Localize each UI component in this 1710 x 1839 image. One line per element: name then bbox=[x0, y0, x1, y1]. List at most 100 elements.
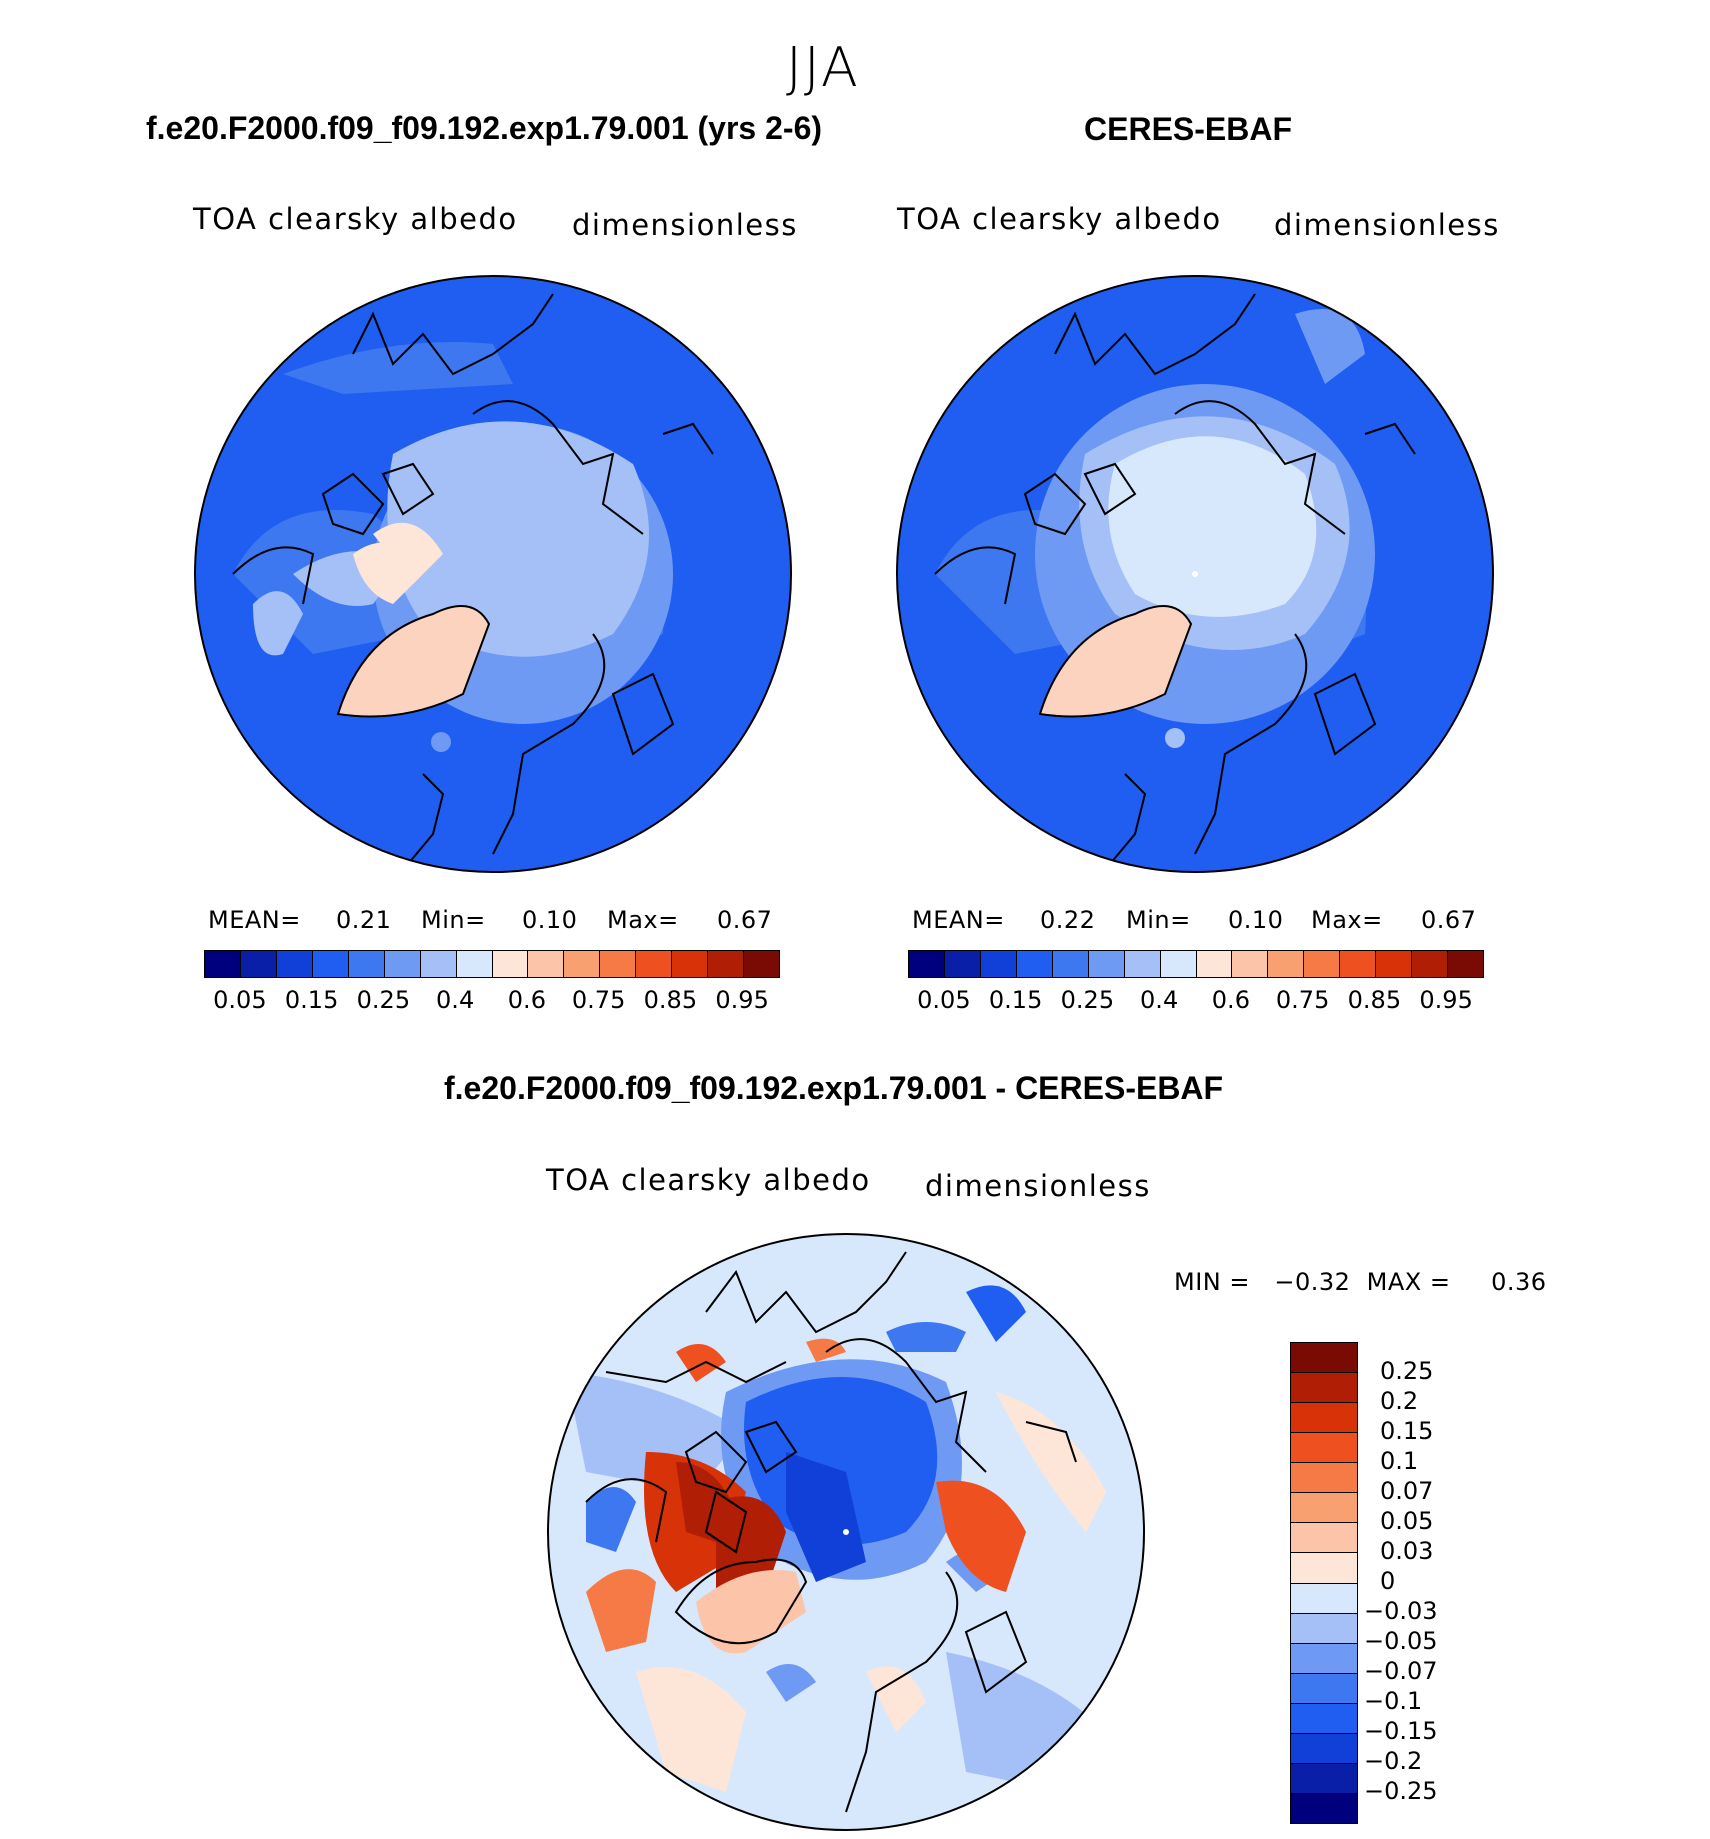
colorbar-swatch bbox=[1291, 1553, 1357, 1584]
colorbar-swatch bbox=[348, 951, 385, 977]
colorbar-tick-label: 0.05 bbox=[1380, 1507, 1434, 1535]
colorbar-swatch bbox=[1268, 951, 1305, 977]
colorbar-tick-label: 0 bbox=[1380, 1567, 1396, 1595]
panel1-mean-label: MEAN= bbox=[208, 906, 301, 934]
colorbar-swatch bbox=[564, 951, 601, 977]
colorbar-swatch bbox=[636, 951, 673, 977]
colorbar-tick-label: −0.03 bbox=[1364, 1597, 1438, 1625]
colorbar-swatch bbox=[1291, 1433, 1357, 1464]
colorbar-swatch bbox=[1376, 951, 1413, 977]
colorbar-swatch bbox=[420, 951, 457, 977]
colorbar-tick-label: 0.03 bbox=[1380, 1537, 1434, 1565]
map-model bbox=[194, 275, 792, 873]
colorbar-swatch bbox=[1196, 951, 1233, 977]
colorbar-tick-label: 0.07 bbox=[1380, 1477, 1434, 1505]
colorbar-swatch bbox=[600, 951, 637, 977]
panel3-variable: TOA clearsky albedo bbox=[546, 1163, 871, 1197]
colorbar-swatch bbox=[492, 951, 529, 977]
colorbar-swatch bbox=[240, 951, 277, 977]
colorbar-tick-label: 0.95 bbox=[1419, 986, 1473, 1014]
panel1-mean-value: 0.21 bbox=[336, 906, 392, 934]
colorbar-tick-label: 0.15 bbox=[284, 986, 339, 1014]
colorbar-tick-label: −0.25 bbox=[1364, 1777, 1438, 1805]
colorbar-swatch bbox=[1291, 1673, 1357, 1704]
colorbar-tick-label: 0.4 bbox=[436, 986, 475, 1014]
colorbar-swatch bbox=[384, 951, 421, 977]
colorbar-swatch bbox=[1291, 1733, 1357, 1764]
colorbar-swatch bbox=[672, 951, 709, 977]
colorbar-swatch bbox=[909, 951, 945, 977]
colorbar-tick-label: −0.05 bbox=[1364, 1627, 1438, 1655]
colorbar-tick-label: 0.75 bbox=[571, 986, 626, 1014]
colorbar-swatch bbox=[456, 951, 493, 977]
map-observations bbox=[896, 275, 1494, 873]
colorbar-swatch bbox=[205, 951, 241, 977]
colorbar-swatch bbox=[1052, 951, 1089, 977]
panel3-units: dimensionless bbox=[925, 1169, 1151, 1203]
colorbar-difference bbox=[1290, 1342, 1358, 1824]
colorbar-tick-label: −0.1 bbox=[1364, 1687, 1423, 1715]
colorbar-swatch bbox=[1412, 951, 1449, 977]
panel1-units: dimensionless bbox=[572, 208, 798, 242]
panel3-title: f.e20.F2000.f09_f09.192.exp1.79.001 - CE… bbox=[444, 1070, 1224, 1106]
colorbar-tick-label: 0.4 bbox=[1140, 986, 1179, 1014]
colorbar-swatch bbox=[1291, 1763, 1357, 1794]
colorbar-swatch bbox=[1291, 1643, 1357, 1674]
colorbar-swatch bbox=[1291, 1703, 1357, 1734]
colorbar-swatch bbox=[944, 951, 981, 977]
panel2-title: CERES-EBAF bbox=[1084, 111, 1293, 147]
colorbar-tick-label: 0.1 bbox=[1380, 1447, 1419, 1475]
colorbar-swatch bbox=[1291, 1583, 1357, 1614]
panel1-max-value: 0.67 bbox=[717, 906, 773, 934]
panel2-units: dimensionless bbox=[1274, 208, 1500, 242]
colorbar-tick-label: 0.15 bbox=[1380, 1417, 1434, 1445]
panel1-title: f.e20.F2000.f09_f09.192.exp1.79.001 (yrs… bbox=[146, 110, 823, 146]
colorbar-swatch bbox=[1291, 1523, 1357, 1554]
colorbar-swatch bbox=[1088, 951, 1125, 977]
panel1-variable: TOA clearsky albedo bbox=[193, 202, 518, 236]
colorbar-swatch bbox=[1291, 1403, 1357, 1434]
season-title: JJA bbox=[786, 36, 860, 99]
colorbar-swatch bbox=[708, 951, 745, 977]
colorbar-observations-labels: 0.05 0.15 0.25 0.4 0.6 0.75 0.85 0.95 bbox=[908, 986, 1482, 1016]
colorbar-swatch bbox=[1124, 951, 1161, 977]
colorbar-tick-label: −0.07 bbox=[1364, 1657, 1438, 1685]
colorbar-swatch bbox=[1340, 951, 1377, 977]
colorbar-tick-label: 0.95 bbox=[715, 986, 769, 1014]
colorbar-swatch bbox=[1291, 1373, 1357, 1404]
colorbar-tick-label: 0.85 bbox=[1347, 986, 1402, 1014]
colorbar-swatch bbox=[744, 951, 779, 977]
colorbar-tick-label: 0.25 bbox=[356, 986, 411, 1014]
panel1-min-value: 0.10 bbox=[522, 906, 578, 934]
colorbar-swatch bbox=[1160, 951, 1197, 977]
colorbar-swatch bbox=[1291, 1343, 1357, 1374]
colorbar-tick-label: 0.6 bbox=[1211, 986, 1250, 1014]
colorbar-tick-label: 0.05 bbox=[917, 986, 971, 1014]
colorbar-tick-label: 0.05 bbox=[213, 986, 267, 1014]
panel2-variable: TOA clearsky albedo bbox=[897, 202, 1222, 236]
colorbar-tick-label: 0.25 bbox=[1380, 1357, 1434, 1385]
colorbar-swatch bbox=[1291, 1463, 1357, 1494]
colorbar-tick-label: 0.25 bbox=[1060, 986, 1115, 1014]
colorbar-observations bbox=[908, 950, 1484, 978]
colorbar-swatch bbox=[312, 951, 349, 977]
colorbar-swatch bbox=[980, 951, 1017, 977]
colorbar-swatch bbox=[1232, 951, 1269, 977]
map-difference bbox=[547, 1233, 1145, 1831]
panel1-min-label: Min= bbox=[421, 906, 486, 934]
panel2-mean-value: 0.22 bbox=[1040, 906, 1096, 934]
colorbar-tick-label: −0.2 bbox=[1364, 1747, 1423, 1775]
colorbar-swatch bbox=[1016, 951, 1053, 977]
colorbar-swatch bbox=[528, 951, 565, 977]
panel2-min-value: 0.10 bbox=[1228, 906, 1284, 934]
colorbar-tick-label: 0.15 bbox=[988, 986, 1043, 1014]
colorbar-swatch bbox=[1291, 1613, 1357, 1644]
panel2-max-label: Max= bbox=[1311, 906, 1383, 934]
panel2-mean-label: MEAN= bbox=[912, 906, 1005, 934]
colorbar-tick-label: 0.6 bbox=[507, 986, 546, 1014]
colorbar-model bbox=[204, 950, 780, 978]
panel2-max-value: 0.67 bbox=[1421, 906, 1477, 934]
panel2-min-label: Min= bbox=[1126, 906, 1191, 934]
colorbar-swatch bbox=[1291, 1793, 1357, 1823]
colorbar-model-labels: 0.05 0.15 0.25 0.4 0.6 0.75 0.85 0.95 bbox=[204, 986, 778, 1016]
